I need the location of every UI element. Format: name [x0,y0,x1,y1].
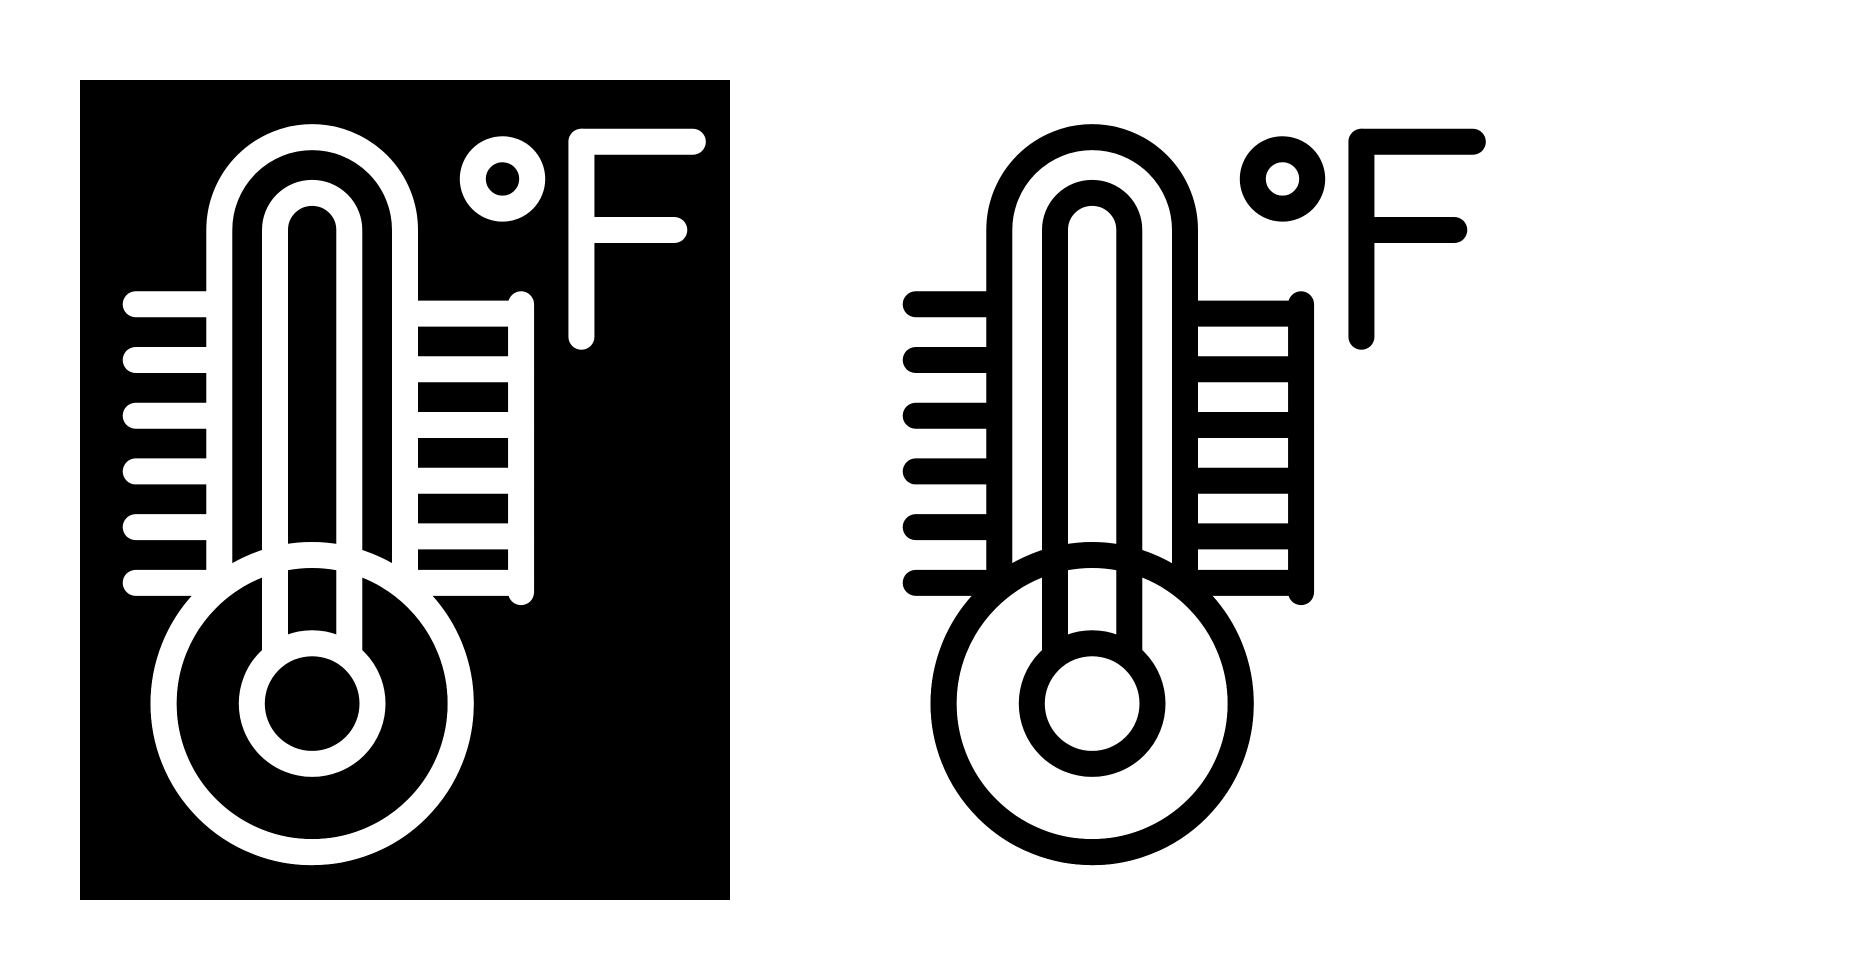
icon-pair-stage [0,0,1854,980]
thermometer-fahrenheit-outline-panel [860,80,1510,900]
thermometer-fahrenheit-inverted-icon [80,80,730,900]
thermometer-fahrenheit-inverted-panel [80,80,730,900]
thermometer-fahrenheit-outline-icon [860,80,1510,900]
